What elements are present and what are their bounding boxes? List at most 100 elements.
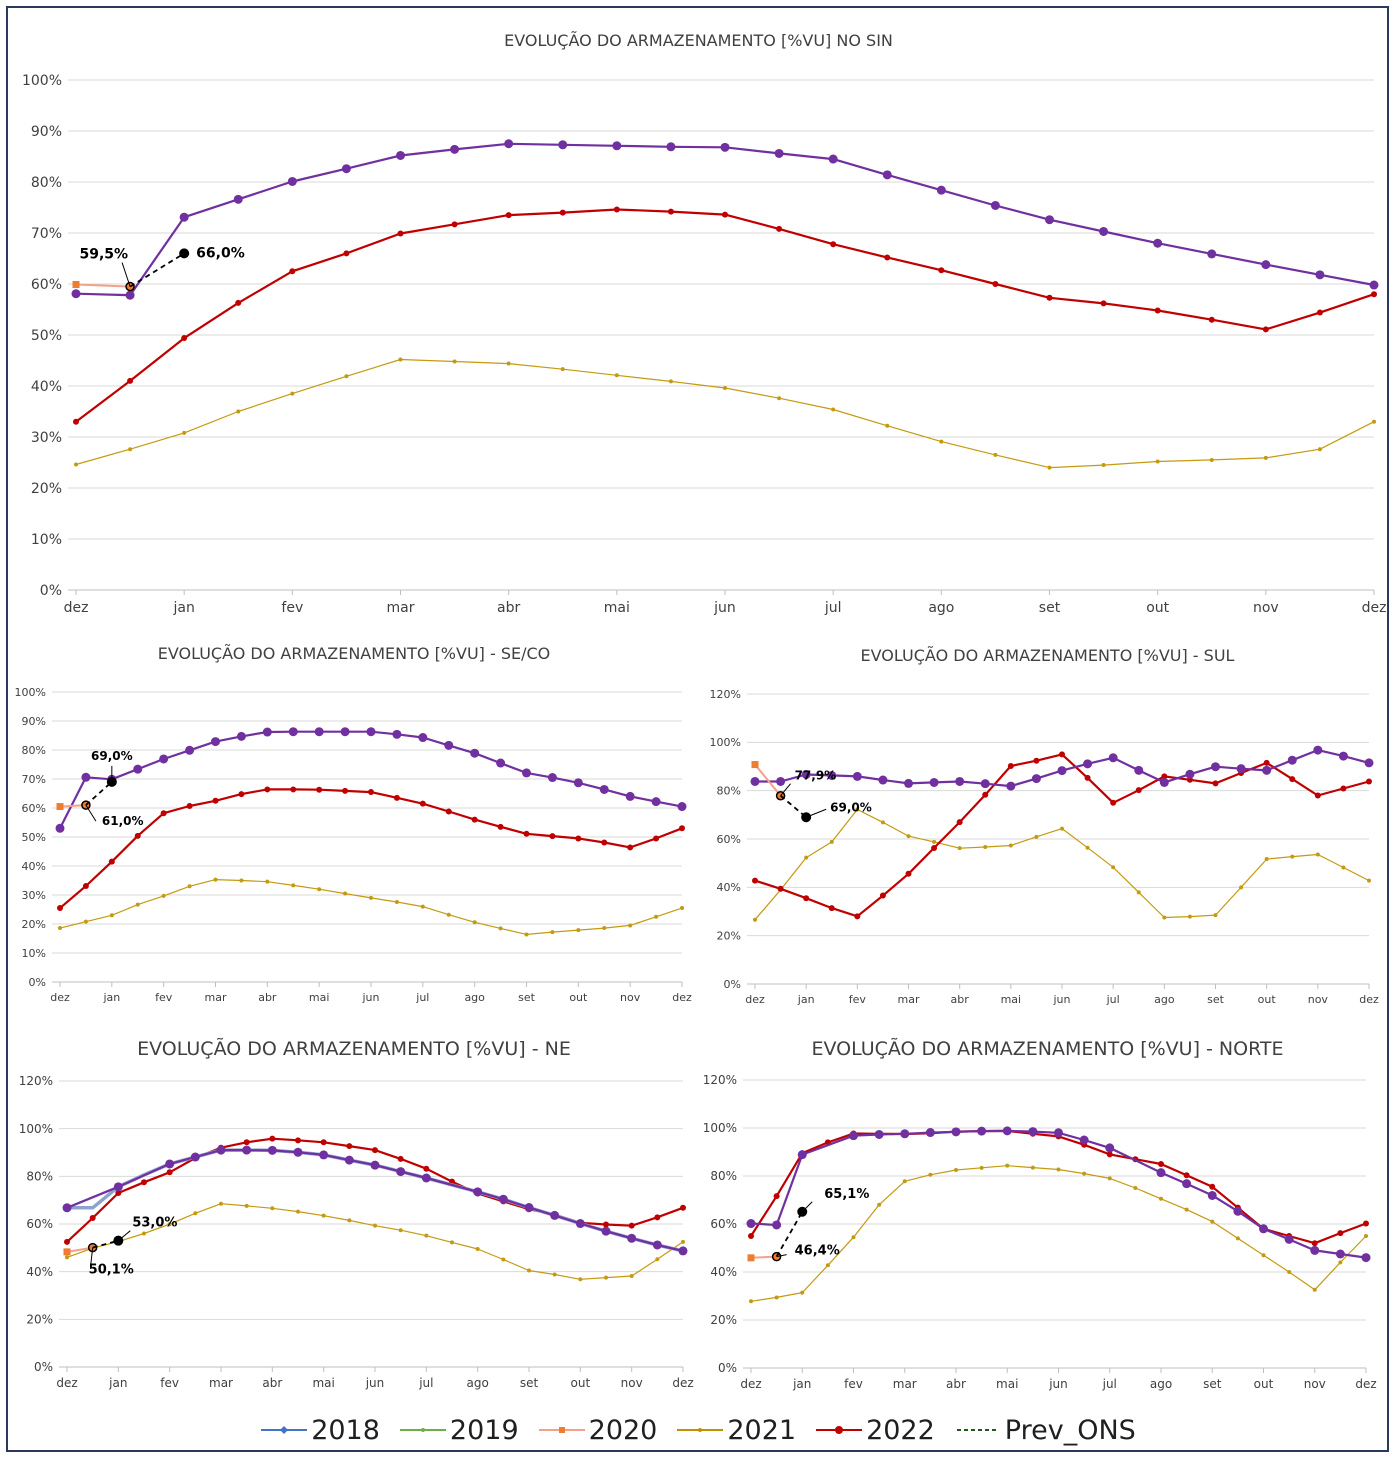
data-point — [55, 823, 65, 833]
data-point — [904, 778, 913, 788]
data-point — [772, 1220, 782, 1230]
data-point — [1002, 1126, 1012, 1136]
data-point — [317, 887, 322, 892]
data-point — [653, 835, 660, 842]
data-point — [347, 1218, 352, 1223]
data-point — [1284, 1234, 1294, 1244]
y-tick-label: 80% — [717, 785, 741, 798]
x-tick-label: dez — [740, 1377, 761, 1391]
data-point — [877, 1202, 882, 1207]
x-tick-label: mai — [1001, 993, 1022, 1006]
data-point — [452, 359, 457, 364]
data-point — [1183, 1172, 1190, 1179]
data-point — [216, 1145, 226, 1155]
data-point — [928, 1172, 933, 1177]
y-tick-label: 100% — [710, 736, 741, 749]
chart-frame — [6, 6, 1389, 1452]
data-point — [628, 1222, 635, 1229]
annotation-leader — [121, 262, 131, 287]
series-line — [754, 753, 1370, 918]
data-point — [1361, 1253, 1371, 1263]
y-tick-label: 10% — [22, 947, 46, 960]
data-point — [1372, 419, 1376, 424]
data-point — [931, 844, 938, 851]
data-point — [213, 877, 218, 882]
data-point — [393, 794, 400, 801]
y-tick-label: 20% — [22, 918, 46, 931]
data-point — [753, 917, 757, 922]
y-tick-label: 40% — [710, 1265, 737, 1279]
data-point — [133, 764, 143, 774]
data-point — [1210, 1219, 1215, 1224]
x-tick-label: abr — [497, 600, 520, 616]
y-tick-label: 30% — [22, 889, 46, 902]
data-point — [612, 141, 622, 151]
data-point — [287, 176, 297, 186]
data-point — [89, 1215, 96, 1222]
data-point — [854, 913, 861, 920]
data-point — [1235, 1236, 1240, 1241]
y-tick-label: 40% — [22, 860, 46, 873]
legend-item-2022: 2022 — [816, 1415, 935, 1446]
data-point — [506, 361, 511, 366]
x-tick-label: jun — [713, 600, 736, 616]
y-tick-label: 0% — [724, 978, 741, 991]
annotation-label: 59,5% — [80, 247, 129, 263]
data-point — [804, 855, 809, 860]
data-point — [451, 221, 458, 228]
data-point — [82, 883, 89, 890]
data-point — [1031, 774, 1041, 784]
y-tick-label: 80% — [26, 1170, 53, 1184]
data-point — [1213, 913, 1218, 918]
data-point — [243, 1139, 250, 1146]
x-tick-label: mai — [604, 600, 630, 616]
y-tick-label: 70% — [22, 773, 46, 786]
data-point — [418, 733, 428, 743]
data-point — [800, 1290, 805, 1295]
x-tick-label: dez — [56, 1376, 77, 1390]
data-point — [982, 791, 989, 798]
data-point — [1233, 1206, 1243, 1216]
data-point — [193, 1211, 198, 1216]
data-point — [71, 289, 81, 299]
data-point — [773, 1193, 780, 1200]
data-point — [1290, 854, 1295, 859]
data-point — [1338, 1260, 1343, 1265]
data-point — [211, 737, 220, 747]
data-point — [906, 834, 911, 839]
legend-swatch-2022 — [816, 1426, 863, 1434]
data-point — [993, 452, 998, 457]
data-point — [1316, 309, 1323, 316]
data-point — [72, 281, 80, 289]
data-point — [1154, 307, 1161, 314]
chart-title: EVOLUÇÃO DO ARMAZENAMENTO [%VU] NO SIN — [504, 31, 893, 50]
legend-label: Prev_ONS — [1004, 1414, 1136, 1446]
data-point — [343, 891, 348, 896]
data-point — [398, 357, 403, 362]
x-tick-label: jan — [108, 1376, 127, 1390]
data-point — [1083, 759, 1093, 769]
data-point — [1005, 1163, 1010, 1168]
annotation-leader — [780, 783, 791, 797]
data-point — [1212, 780, 1219, 787]
data-point — [625, 791, 635, 801]
y-tick-label: 60% — [26, 1217, 53, 1231]
x-tick-label: nov — [621, 1376, 643, 1390]
data-point — [723, 386, 727, 391]
chart-ne-plot: 0% 20% 40% 60% 80% 100% 120% dez jan fev mar abr mai… — [19, 1074, 694, 1390]
data-point — [628, 923, 633, 928]
data-point — [212, 797, 219, 804]
series-line — [59, 879, 683, 935]
data-point — [1007, 763, 1014, 770]
x-tick-label: mai — [312, 1376, 334, 1390]
data-point — [185, 745, 195, 755]
data-point — [680, 906, 684, 911]
data-point — [219, 1201, 223, 1206]
data-point — [187, 884, 192, 889]
data-point — [1100, 300, 1107, 307]
data-point — [885, 423, 890, 428]
data-point — [828, 905, 835, 912]
prev-end-marker — [179, 248, 190, 259]
data-point — [161, 893, 166, 898]
x-tick-label: dez — [1355, 1377, 1376, 1391]
